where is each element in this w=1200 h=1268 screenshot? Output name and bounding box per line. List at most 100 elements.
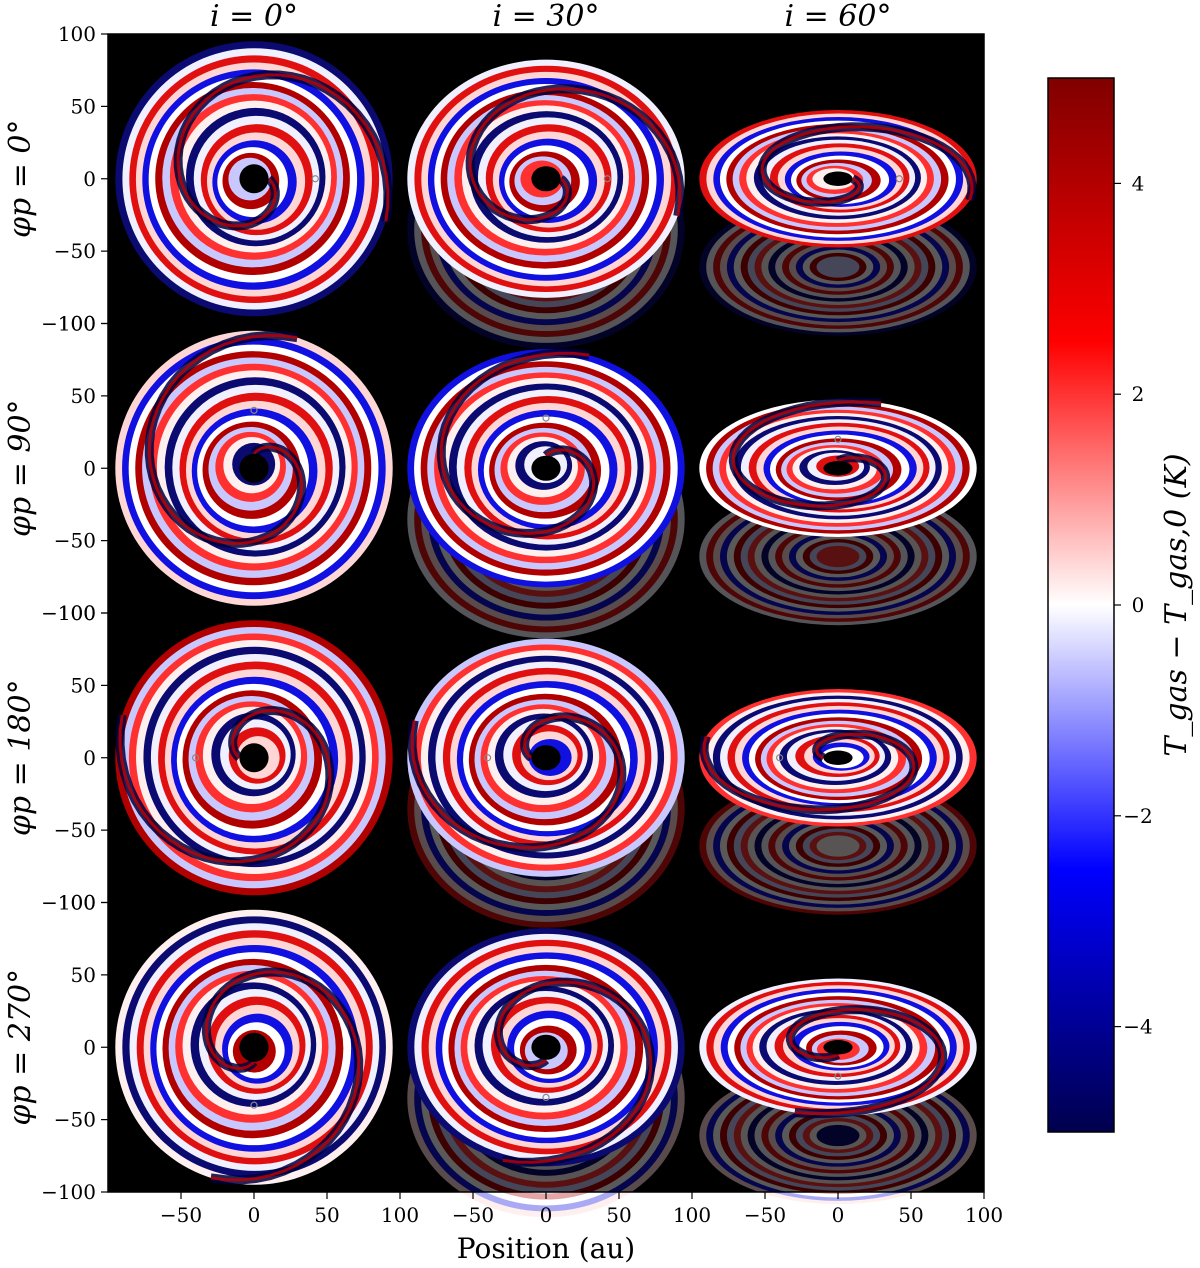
backside-ring bbox=[816, 835, 860, 857]
backside-ring bbox=[795, 535, 881, 578]
x-tick-label: 50 bbox=[314, 1203, 339, 1227]
disk-panel-r2-c1 bbox=[407, 638, 685, 928]
y-tick-label: −100 bbox=[41, 312, 96, 336]
planet-marker bbox=[192, 754, 200, 762]
backside-ring bbox=[816, 256, 860, 278]
disk-panel-r0-c0 bbox=[115, 41, 393, 317]
panel-grid bbox=[108, 34, 984, 1218]
backside-ring bbox=[816, 545, 860, 568]
backside-ring bbox=[809, 1121, 867, 1150]
y-tick-label: 0 bbox=[83, 1035, 96, 1059]
backside-ring bbox=[802, 249, 874, 285]
x-axis-label: Position (au) bbox=[457, 1232, 635, 1265]
spiral-arm-edge bbox=[439, 351, 596, 535]
backside-ring bbox=[747, 1090, 929, 1181]
backside-ring bbox=[761, 518, 915, 595]
inner-cavity bbox=[239, 1032, 269, 1062]
disk-panel-r0-c1 bbox=[407, 59, 685, 349]
spiral-arm-edge bbox=[176, 73, 390, 228]
backside-ring bbox=[761, 808, 915, 884]
x-tick-label: −50 bbox=[744, 1203, 786, 1227]
backside-ring bbox=[768, 811, 908, 881]
backside-ring bbox=[775, 525, 901, 588]
backside-ring bbox=[809, 542, 867, 571]
backside-ring bbox=[782, 818, 894, 874]
backside-ring bbox=[802, 1118, 874, 1153]
y-tick-label: −100 bbox=[41, 891, 96, 915]
row-label: φp = 90° bbox=[3, 399, 38, 537]
backside-ring bbox=[747, 222, 929, 312]
y-tick-label: 100 bbox=[58, 312, 96, 336]
inner-cavity bbox=[823, 171, 853, 186]
planet-marker bbox=[895, 175, 903, 183]
row-label: φp = 180° bbox=[3, 679, 38, 836]
disk-panel-r1-c1 bbox=[407, 348, 685, 639]
backside-ring bbox=[809, 831, 867, 861]
x-tick-label: −50 bbox=[160, 1203, 202, 1227]
x-tick-label: 0 bbox=[540, 1203, 553, 1227]
y-tick-label: 100 bbox=[58, 891, 96, 915]
backside-ring bbox=[768, 232, 908, 302]
inner-cavity bbox=[823, 1040, 853, 1055]
disk-front bbox=[115, 620, 393, 896]
y-tick-label: −100 bbox=[41, 601, 96, 625]
y-tick-label: 0 bbox=[83, 746, 96, 770]
spiral-arm-edge bbox=[731, 400, 888, 508]
spiral-arm-edge bbox=[702, 732, 916, 812]
row-label: φp = 0° bbox=[3, 119, 38, 238]
colorbar-gradient bbox=[1047, 77, 1115, 1133]
inner-cavity bbox=[823, 750, 853, 765]
inner-cavity bbox=[239, 164, 269, 194]
y-tick-label: 50 bbox=[71, 673, 96, 697]
planet-marker bbox=[603, 175, 611, 183]
backside-ring bbox=[754, 515, 922, 598]
inner-cavity bbox=[239, 743, 269, 773]
y-tick-label: −50 bbox=[54, 1108, 96, 1132]
x-tick-label: 100 bbox=[965, 1203, 1003, 1227]
backside-ring bbox=[809, 252, 867, 282]
spiral-arm-edge bbox=[760, 125, 974, 204]
x-tick-label: 100 bbox=[381, 1203, 419, 1227]
planet-marker bbox=[834, 1072, 842, 1080]
backside-ring bbox=[754, 804, 922, 888]
y-tick-label: −100 bbox=[41, 1180, 96, 1204]
backside-ring bbox=[816, 1124, 860, 1147]
backside-ring bbox=[747, 801, 929, 891]
backside-ring bbox=[768, 521, 908, 592]
y-tick-label: 100 bbox=[58, 22, 96, 46]
colorbar: 4 2 0 −2 −4 T_gas − T_gas,0 (K) bbox=[1047, 77, 1194, 1133]
inner-cavity bbox=[531, 455, 561, 481]
spiral-arm-edge bbox=[496, 980, 653, 1164]
disk-panel-r3-c2 bbox=[699, 978, 977, 1205]
spiral-arm-edge bbox=[788, 1008, 945, 1116]
disk-panel-r3-c0 bbox=[115, 909, 393, 1185]
backside-ring bbox=[782, 239, 894, 295]
backside-ring bbox=[782, 528, 894, 585]
backside-ring bbox=[795, 825, 881, 867]
x-tick-label: 0 bbox=[832, 1203, 845, 1227]
colorbar-tick-label: −2 bbox=[1123, 804, 1152, 828]
planet-marker bbox=[834, 435, 842, 443]
y-tick-label: 0 bbox=[83, 456, 96, 480]
disk-panel-r0-c2 bbox=[699, 109, 977, 336]
axes: i = 0° i = 30° i = 60° φp = 0° 100 50 0 −50 −100… bbox=[3, 0, 1003, 1265]
backside-ring bbox=[795, 246, 881, 288]
x-tick-label: 50 bbox=[606, 1203, 631, 1227]
spiral-arm-edge bbox=[118, 709, 332, 864]
y-tick-label: −50 bbox=[54, 818, 96, 842]
inner-cavity bbox=[531, 1034, 561, 1060]
y-tick-label: 50 bbox=[71, 963, 96, 987]
spiral-arm-edge bbox=[147, 333, 304, 546]
row-label: φp = 270° bbox=[3, 969, 38, 1126]
column-title: i = 0° bbox=[210, 0, 298, 34]
y-tick-label: 50 bbox=[71, 94, 96, 118]
colorbar-tick-label: 0 bbox=[1132, 593, 1145, 617]
backside-ring bbox=[761, 229, 915, 305]
backside-ring bbox=[795, 1114, 881, 1157]
backside-ring bbox=[788, 1111, 888, 1160]
spiral-arm-edge bbox=[204, 970, 361, 1182]
inner-cavity bbox=[531, 166, 561, 192]
spiral-arm-edge bbox=[468, 87, 682, 222]
backside-ring bbox=[775, 1104, 901, 1167]
